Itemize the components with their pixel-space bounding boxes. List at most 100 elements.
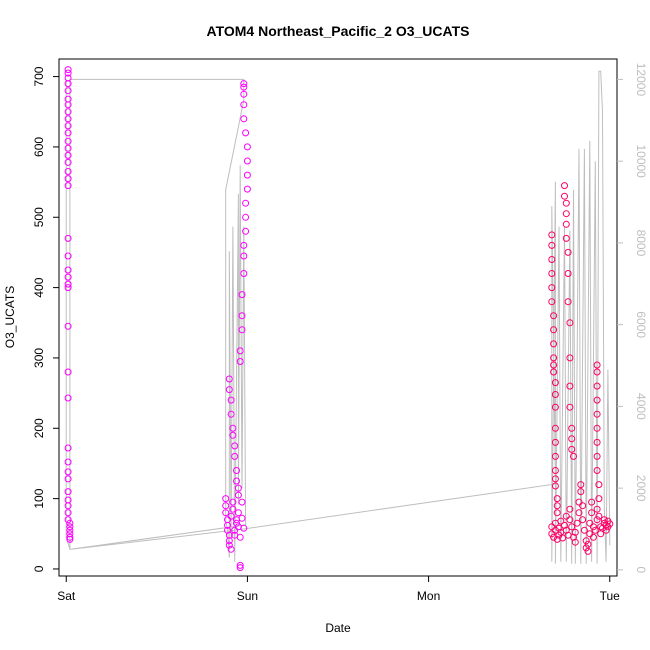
data-point — [66, 526, 74, 534]
data-point — [64, 394, 72, 402]
y-left-tick-label: 400 — [32, 277, 46, 297]
data-point — [551, 467, 559, 474]
data-point — [568, 523, 576, 531]
data-point — [240, 270, 248, 277]
data-point — [64, 502, 72, 510]
data-point — [584, 540, 592, 548]
data-point — [229, 424, 237, 432]
y-left-tick-label: 700 — [32, 66, 46, 86]
data-point — [562, 210, 570, 218]
data-point — [64, 122, 72, 130]
data-point — [566, 319, 574, 327]
data-point — [240, 524, 248, 532]
data-point — [566, 354, 574, 362]
data-point — [64, 151, 72, 159]
data-point — [593, 368, 601, 376]
data-point — [64, 252, 72, 260]
data-point — [559, 534, 567, 542]
data-point — [551, 424, 559, 432]
data-point — [582, 537, 590, 545]
data-point — [236, 533, 244, 541]
data-point — [595, 512, 603, 520]
data-point — [551, 438, 559, 446]
data-point — [64, 475, 72, 483]
data-point — [64, 115, 72, 123]
data-point — [551, 403, 559, 411]
x-axis: Sat Sun Mon Tue — [57, 576, 620, 603]
data-point — [548, 298, 556, 306]
o3-point-series — [64, 66, 614, 572]
data-point — [582, 544, 590, 552]
data-point — [593, 424, 601, 432]
data-point — [238, 326, 246, 334]
data-point — [548, 284, 556, 292]
data-point — [240, 115, 248, 123]
data-point — [589, 523, 597, 531]
data-point — [550, 361, 558, 369]
data-point — [551, 482, 559, 490]
y-left-tick-label: 500 — [32, 207, 46, 227]
data-point — [240, 241, 248, 249]
data-point — [64, 234, 72, 242]
data-point — [229, 498, 237, 506]
data-point — [234, 484, 242, 492]
data-point — [575, 498, 583, 506]
data-point — [561, 521, 568, 529]
y-right-tick-label: 4000 — [634, 393, 648, 420]
data-point — [557, 517, 565, 525]
data-point — [234, 509, 242, 517]
data-point — [588, 509, 596, 517]
data-point — [568, 445, 576, 453]
y-left-tick-label: 100 — [32, 488, 46, 508]
data-point — [64, 66, 72, 74]
data-point — [66, 519, 74, 527]
data-point — [242, 199, 250, 207]
data-point — [593, 452, 601, 460]
data-point — [225, 541, 233, 549]
data-point — [231, 442, 239, 450]
y-right-tick-label: 12000 — [634, 63, 648, 97]
data-point — [64, 69, 72, 77]
data-point — [64, 509, 72, 517]
data-point — [602, 526, 610, 534]
data-point — [227, 396, 235, 404]
data-point — [586, 530, 594, 538]
data-point — [570, 452, 577, 460]
data-point — [64, 108, 72, 116]
y-axis-label: O3_UCATS — [3, 286, 17, 348]
data-point — [243, 185, 251, 193]
data-point — [225, 375, 233, 383]
data-point — [240, 252, 248, 260]
data-point — [64, 280, 72, 288]
data-point — [64, 87, 72, 95]
data-point — [227, 410, 235, 418]
data-point — [589, 533, 597, 541]
data-point — [550, 340, 558, 348]
data-point — [236, 561, 244, 569]
data-point — [562, 512, 570, 520]
data-point — [595, 495, 603, 503]
data-point — [242, 129, 250, 137]
data-point — [602, 521, 610, 529]
data-point — [593, 410, 601, 418]
data-point — [229, 431, 237, 439]
data-point — [584, 547, 592, 555]
data-point — [227, 545, 235, 553]
data-point — [242, 227, 250, 235]
data-point — [233, 477, 240, 485]
data-point — [561, 192, 568, 200]
data-point — [577, 488, 585, 496]
data-point — [568, 435, 576, 443]
data-point — [553, 509, 561, 517]
altitude-line-series — [65, 70, 611, 564]
data-point — [225, 386, 233, 394]
data-point — [562, 199, 570, 207]
data-point — [66, 535, 74, 543]
data-point — [593, 505, 601, 513]
y-axis-left: 0 100 200 300 400 500 600 700 — [32, 66, 59, 572]
data-point — [593, 516, 601, 524]
data-point — [580, 526, 588, 534]
data-point — [566, 403, 574, 411]
data-point — [548, 270, 556, 277]
